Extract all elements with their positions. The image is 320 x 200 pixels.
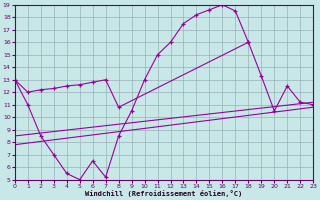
X-axis label: Windchill (Refroidissement éolien,°C): Windchill (Refroidissement éolien,°C) — [85, 190, 243, 197]
